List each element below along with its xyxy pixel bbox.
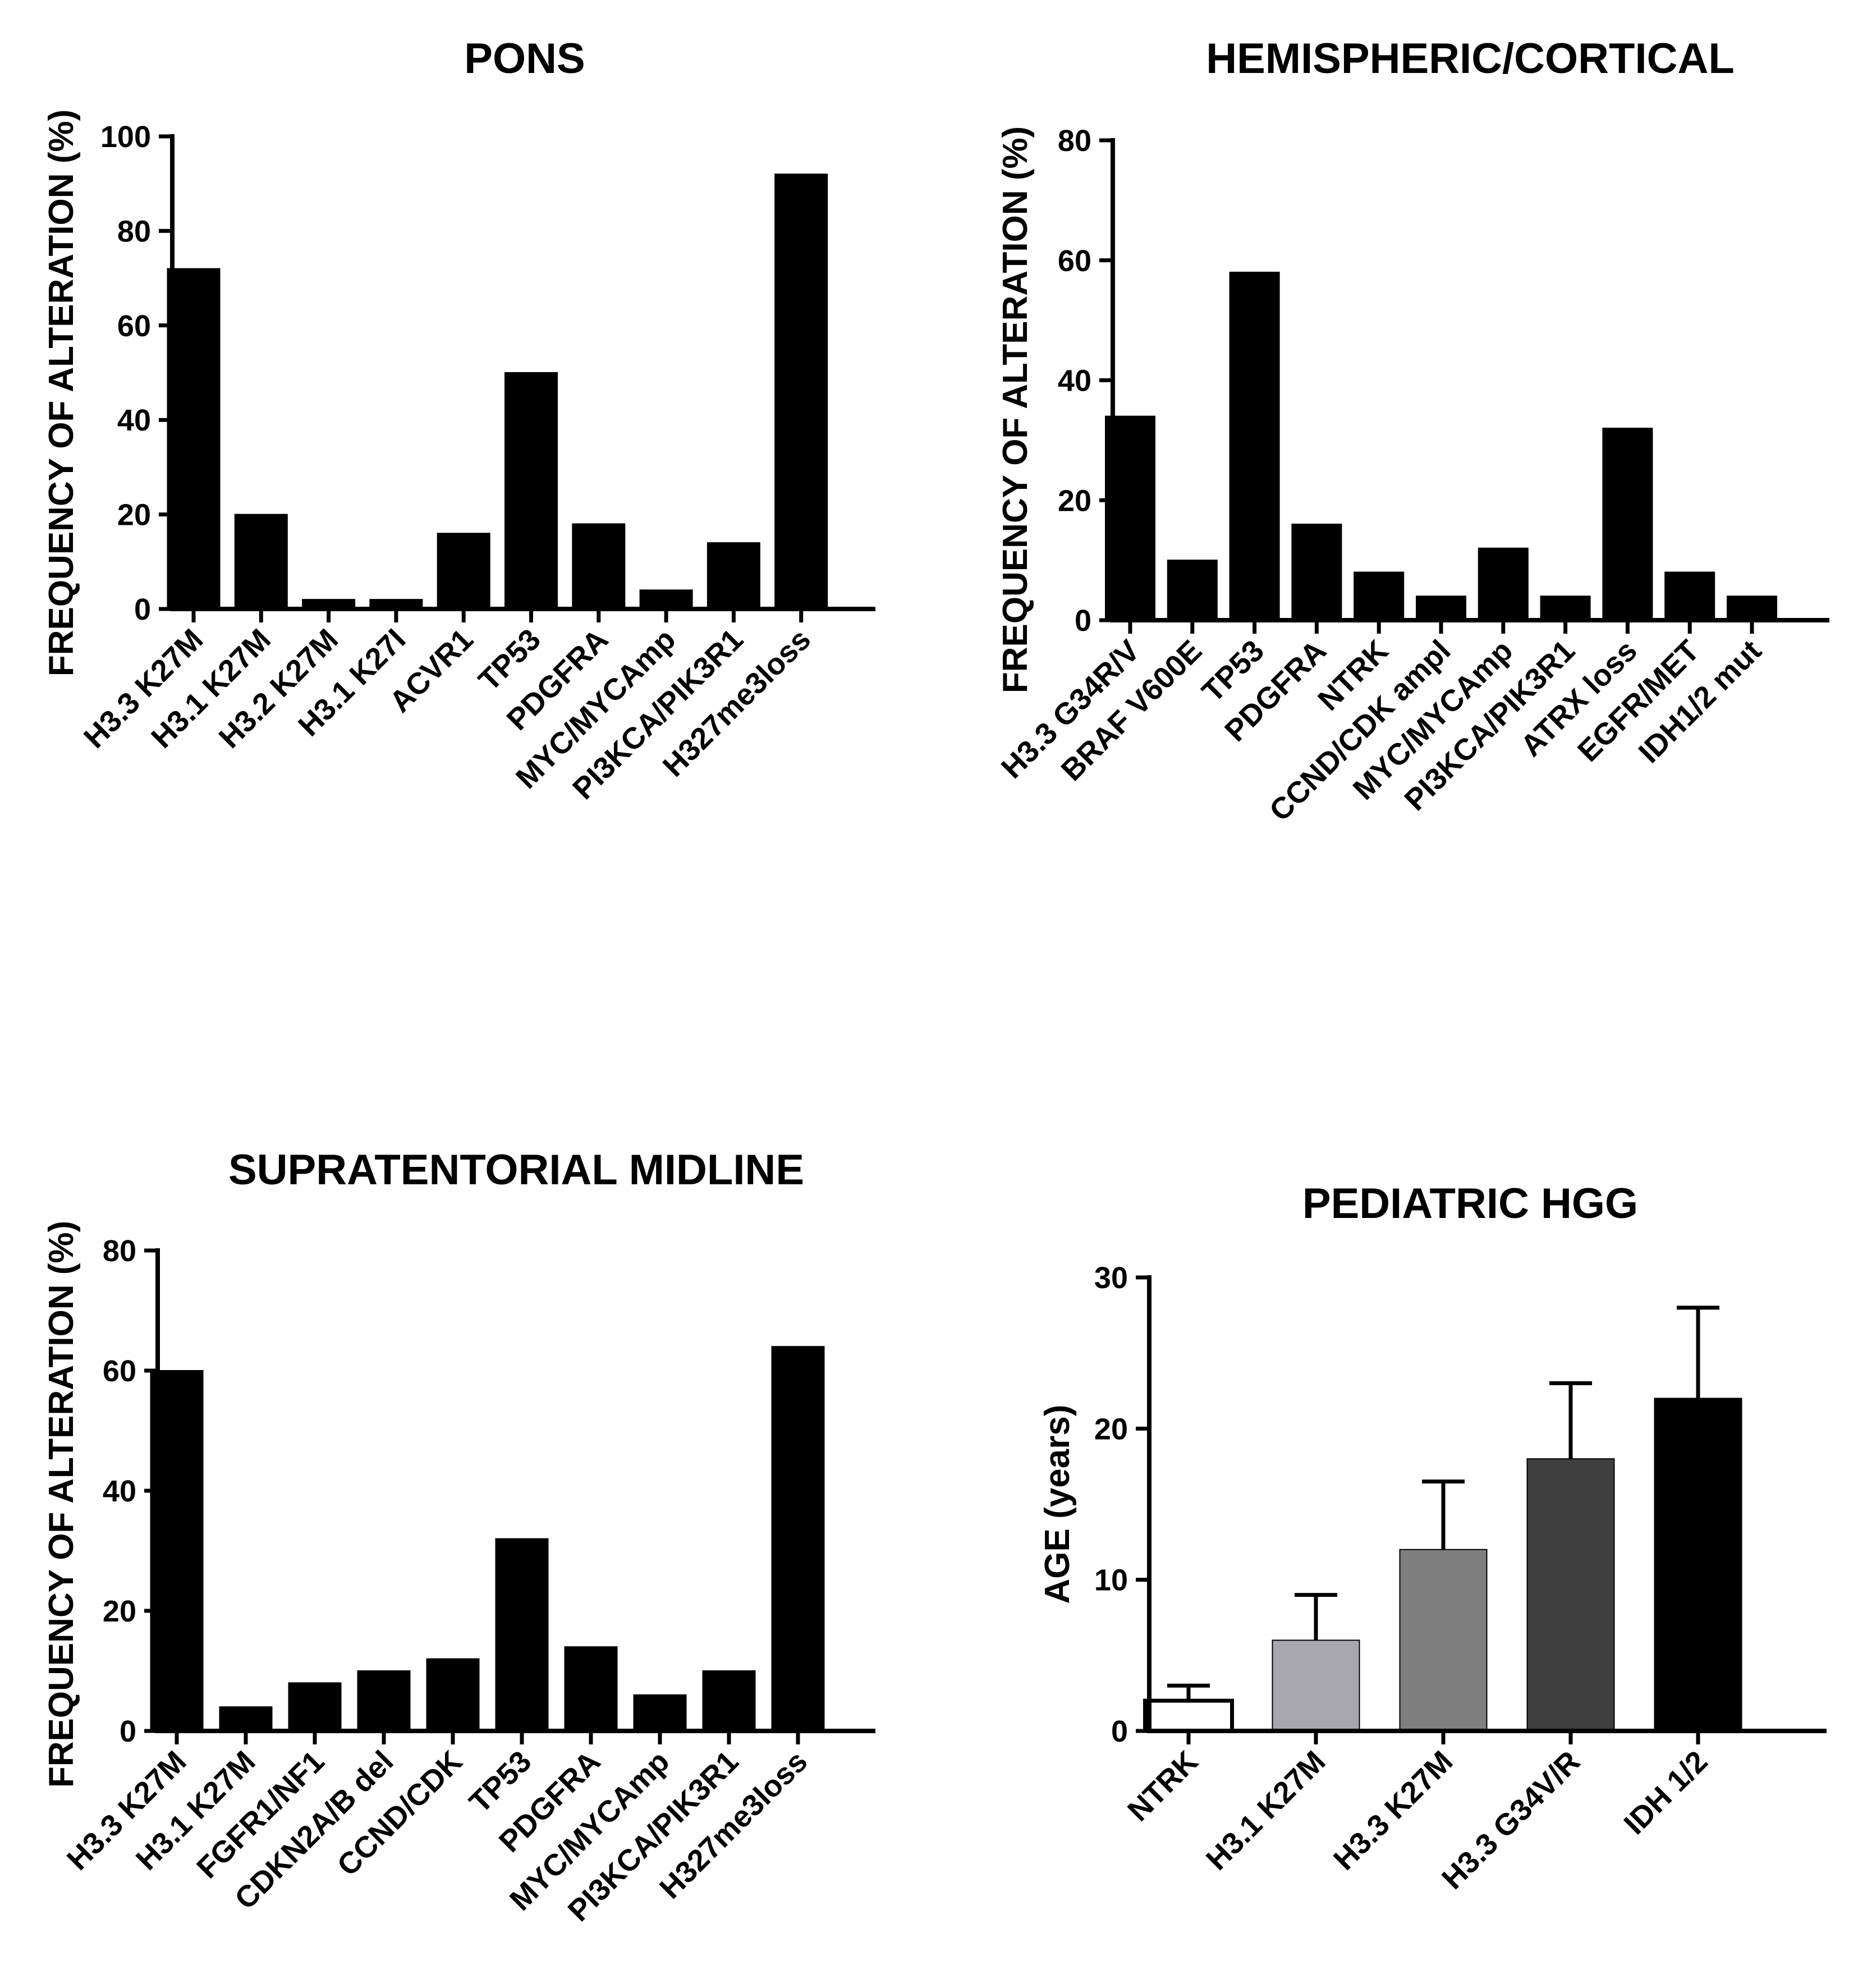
bar-hemispheric-7 [1540, 596, 1591, 621]
y-tick-label: 80 [117, 214, 151, 248]
y-tick-label: 80 [1058, 124, 1091, 158]
bar-pons-4 [437, 533, 490, 610]
bar-pons-8 [707, 542, 760, 610]
y-tick-label: 60 [103, 1354, 136, 1388]
y-tick-label: 0 [1075, 604, 1091, 638]
bar-supratentorial-5 [495, 1538, 549, 1732]
y-tick-label: 40 [1058, 364, 1091, 398]
bar-age-1 [1272, 1639, 1360, 1732]
y-axis-label: AGE (years) [1038, 1405, 1077, 1604]
y-tick-label: 20 [117, 498, 151, 532]
y-tick-label: 10 [1094, 1564, 1128, 1597]
bar-hemispheric-8 [1602, 428, 1653, 621]
y-axis-label: FREQUENCY OF ALTERATION (%) [42, 109, 81, 676]
y-axis-label: FREQUENCY OF ALTERATION (%) [996, 126, 1035, 693]
y-tick-label: 20 [1094, 1412, 1128, 1446]
y-tick-label: 30 [1094, 1261, 1128, 1295]
bar-supratentorial-4 [426, 1658, 480, 1732]
bar-supratentorial-8 [702, 1670, 756, 1732]
bar-hemispheric-1 [1167, 560, 1218, 621]
bar-supratentorial-2 [288, 1682, 342, 1732]
bar-pons-9 [774, 173, 828, 610]
bar-supratentorial-7 [633, 1694, 687, 1732]
y-tick-label: 0 [1111, 1715, 1128, 1748]
bar-supratentorial-1 [219, 1706, 273, 1732]
bar-pons-5 [504, 372, 558, 610]
bar-age-4 [1654, 1398, 1742, 1732]
bar-hemispheric-4 [1354, 571, 1405, 621]
y-tick-label: 20 [1058, 484, 1091, 517]
bar-pons-1 [234, 514, 288, 610]
bar-hemispheric-6 [1478, 547, 1529, 621]
bar-pons-6 [572, 523, 626, 610]
y-tick-label: 40 [103, 1474, 136, 1508]
y-tick-label: 0 [120, 1715, 136, 1748]
chart-title: PONS [464, 35, 585, 83]
bar-age-2 [1399, 1549, 1488, 1732]
bar-pons-0 [167, 268, 221, 610]
bar-age-3 [1526, 1458, 1615, 1732]
chart-hemispheric: HEMISPHERIC/CORTICAL FREQUENCY OF ALTERA… [995, 35, 1829, 828]
bar-pons-7 [639, 589, 693, 610]
bar-supratentorial-9 [771, 1346, 825, 1732]
bar-hemispheric-5 [1416, 596, 1466, 621]
bar-supratentorial-6 [564, 1646, 618, 1732]
y-tick-label: 60 [117, 309, 151, 343]
y-tick-label: 0 [134, 593, 151, 626]
bar-hemispheric-3 [1291, 524, 1342, 621]
bar-hemispheric-10 [1727, 596, 1777, 621]
y-tick-label: 40 [117, 404, 151, 437]
chart-title: HEMISPHERIC/CORTICAL [1206, 35, 1735, 83]
y-tick-label: 80 [103, 1234, 136, 1268]
bar-supratentorial-3 [357, 1670, 411, 1732]
chart-title: SUPRATENTORIAL MIDLINE [228, 1146, 804, 1194]
chart-title: PEDIATRIC HGG [1302, 1180, 1638, 1227]
bar-hemispheric-2 [1229, 272, 1280, 621]
bar-hemispheric-9 [1664, 571, 1715, 621]
y-tick-label: 100 [100, 120, 151, 154]
bar-age-0 [1143, 1698, 1234, 1733]
y-tick-label: 20 [103, 1595, 136, 1628]
y-tick-label: 60 [1058, 244, 1091, 278]
y-axis-label: FREQUENCY OF ALTERATION (%) [42, 1221, 81, 1788]
